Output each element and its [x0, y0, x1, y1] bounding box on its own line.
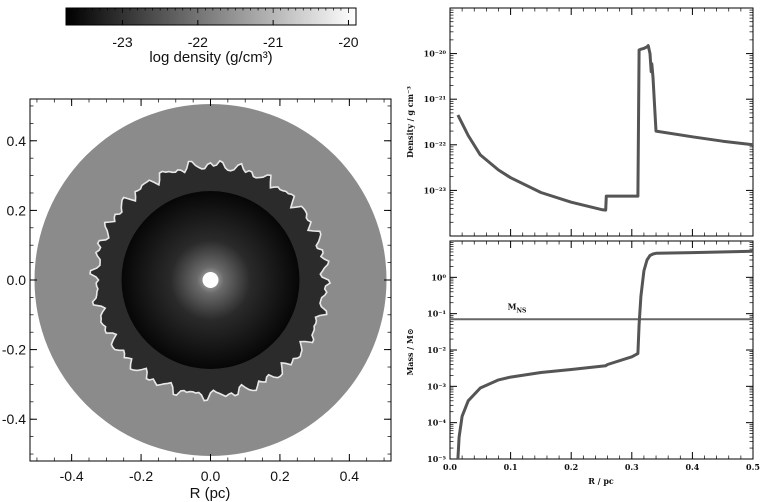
mass-profile-xlabel: R / pc	[588, 476, 614, 486]
colorbar-gradient	[65, 7, 357, 26]
y-tick-label: 10⁻⁵	[427, 454, 446, 464]
x-tick-label: 0.1	[504, 462, 518, 472]
y-tick-label: 10⁻²³	[424, 185, 447, 195]
y-tick-label: 10⁻²¹	[424, 94, 446, 104]
mass-profile-panel: 10⁰ 10⁻¹ 10⁻² 10⁻³ 10⁻⁴ 10⁻⁵0.0 0.1 0.2 0.3 0.4 0.…	[405, 240, 760, 486]
central-source	[202, 272, 219, 288]
density-map-panel: -0.4 -0.2 0.0 0.2 0.4 0.4 0.2 0.0 -0.2 -0.4 R (pc…	[2, 98, 392, 502]
colorbar-tick-label: -21	[263, 34, 283, 50]
mass-profile-axes: 10⁰ 10⁻¹ 10⁻² 10⁻³ 10⁻⁴ 10⁻⁵0.0 0.1 0.2 0.3 0.4 0.…	[427, 241, 760, 472]
x-tick-label: 0.2	[564, 462, 578, 472]
y-tick-label: 10⁰	[431, 272, 446, 282]
map-y-tick-label: 0.2	[7, 202, 27, 218]
colorbar-tick-label: -23	[112, 34, 132, 50]
y-tick-label: 10⁻³	[427, 381, 446, 391]
x-tick-label: 0.5	[746, 462, 760, 472]
y-tick-label: 10⁻²²	[424, 140, 447, 150]
map-y-tick-label: -0.2	[2, 342, 26, 358]
density-profile-line	[456, 44, 754, 212]
mass-profile-ylabel: Mass / M⊙	[405, 328, 415, 375]
density-map-xlabel: R (pc)	[190, 485, 231, 502]
colorbar-label: log density (g/cm³)	[149, 49, 272, 66]
y-tick-label: 10⁻⁴	[427, 418, 446, 428]
colorbar-tick-label: -22	[188, 34, 208, 50]
neutron-star-mass-label: MNS	[508, 301, 527, 314]
x-tick-label: 0.3	[625, 462, 639, 472]
map-x-tick-label: 0.2	[270, 468, 290, 484]
density-profile-axes: 10⁻²⁰ 10⁻²¹ 10⁻²² 10⁻²³	[424, 8, 754, 236]
map-x-tick-label: 0.0	[201, 468, 221, 484]
y-tick-label: 10⁻¹	[427, 309, 446, 319]
colorbar: -23 -22 -21 -20 log density (g/cm³)	[65, 7, 359, 66]
density-profile-panel: 10⁻²⁰ 10⁻²¹ 10⁻²² 10⁻²³ Density / g cm⁻³	[405, 7, 754, 237]
x-tick-label: 0.4	[685, 462, 699, 472]
density-map-axes: -0.4 -0.2 0.0 0.2 0.4 0.4 0.2 0.0 -0.2 -0.4	[2, 99, 391, 484]
map-x-tick-label: -0.4	[60, 468, 84, 484]
map-y-tick-label: 0.4	[7, 133, 27, 149]
y-tick-label: 10⁻²⁰	[424, 49, 447, 59]
colorbar-ticks: -23 -22 -21 -20	[76, 8, 359, 50]
map-x-tick-label: 0.4	[340, 468, 360, 484]
map-y-tick-label: 0.0	[7, 272, 27, 288]
density-profile-frame	[449, 7, 754, 237]
colorbar-tick-label: -20	[338, 34, 358, 50]
x-tick-label: 0.0	[443, 462, 457, 472]
y-tick-label: 10⁻²	[427, 345, 446, 355]
map-x-tick-label: -0.2	[129, 468, 153, 484]
mass-profile-line	[456, 249, 754, 460]
density-profile-ylabel: Density / g cm⁻³	[405, 86, 415, 158]
mass-profile-frame	[449, 240, 754, 460]
map-y-tick-label: -0.4	[2, 411, 26, 427]
